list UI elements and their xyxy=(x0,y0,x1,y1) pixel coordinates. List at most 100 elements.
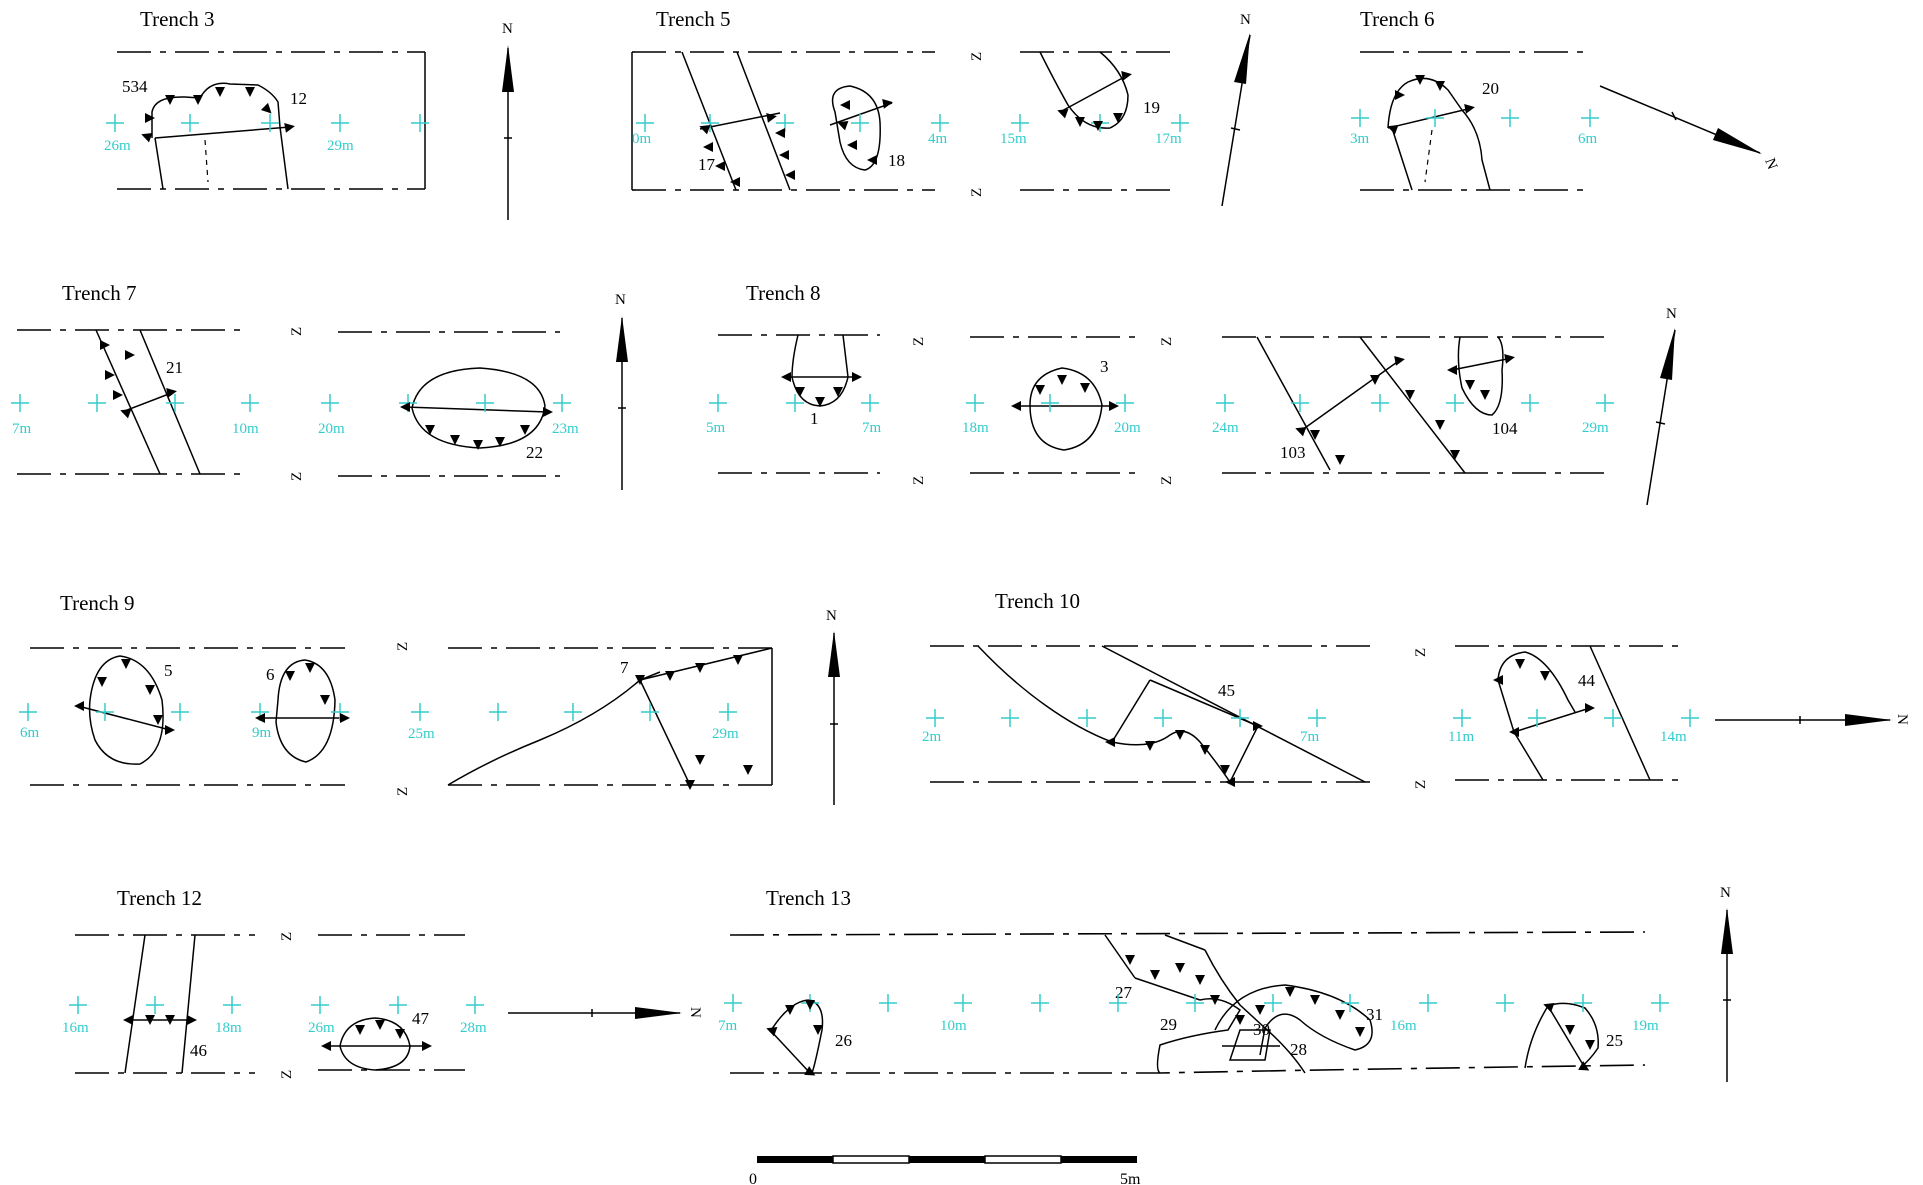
hachure-tick xyxy=(450,435,460,445)
break-mark: Z xyxy=(279,1070,295,1079)
trench-13-title: Trench 13 xyxy=(766,886,851,910)
hachure-tick xyxy=(1464,103,1475,114)
grid-label-16m: 16m xyxy=(1390,1018,1417,1034)
hachure-tick xyxy=(105,370,115,380)
hachure-tick xyxy=(1253,721,1263,731)
grid-label-7m: 7m xyxy=(718,1018,738,1034)
hachure-tick xyxy=(165,95,175,105)
scale-seg-2 xyxy=(832,1155,910,1164)
grid-label-18m: 18m xyxy=(962,420,989,436)
feature-1: 1 xyxy=(810,409,819,428)
feature-45: 45 xyxy=(1218,681,1235,700)
north-label: N xyxy=(502,21,513,37)
feature-534: 534 xyxy=(122,77,148,96)
hachure-tick xyxy=(97,677,107,687)
hachure-tick xyxy=(867,155,877,165)
hachure-tick xyxy=(1057,109,1069,119)
break-mark: Z xyxy=(289,472,305,481)
grid-label-7m: 7m xyxy=(12,421,32,437)
hachure-tick xyxy=(1450,450,1460,460)
hachure-tick xyxy=(320,695,330,705)
hachure-tick xyxy=(1310,995,1320,1005)
trench-5-title: Trench 5 xyxy=(656,7,730,31)
north-arrow-t10: N xyxy=(1715,714,1910,726)
feature-30: 30 xyxy=(1253,1020,1270,1039)
trench-5: Trench 5 17 18 0m 4m Z Z 19 15m 17m xyxy=(631,7,1182,197)
scale-end-label: 5m xyxy=(1120,1171,1141,1185)
hachure-tick xyxy=(1395,90,1405,100)
feature-20: 20 xyxy=(1482,79,1499,98)
hachure-tick xyxy=(715,161,725,171)
scale-seg-1 xyxy=(757,1156,833,1163)
grid-label-20m: 20m xyxy=(318,421,345,437)
hachure-tick xyxy=(187,1015,197,1025)
hachure-tick xyxy=(1105,737,1115,747)
hachure-tick xyxy=(1113,113,1123,123)
hachure-tick xyxy=(1578,1061,1590,1071)
north-label: N xyxy=(1761,156,1780,172)
hachure-tick xyxy=(375,1020,385,1030)
grid-label-18m: 18m xyxy=(215,1020,242,1036)
hachure-tick xyxy=(260,102,272,114)
hachure-tick xyxy=(766,112,777,123)
feature-12: 12 xyxy=(290,89,307,108)
hachure-tick xyxy=(1465,380,1475,390)
hachure-tick xyxy=(813,1025,823,1035)
trench-10-title: Trench 10 xyxy=(995,589,1080,613)
break-mark: Z xyxy=(1159,337,1175,346)
feature-44: 44 xyxy=(1578,671,1596,690)
hachure-tick xyxy=(785,1005,795,1015)
grid-label-11m: 11m xyxy=(1448,729,1474,745)
hachure-tick xyxy=(1355,1027,1365,1037)
trench-3: Trench 3 534 12 26m 29m xyxy=(104,7,426,190)
hachure-tick xyxy=(321,1041,331,1051)
north-arrow-t9: N xyxy=(826,608,840,805)
hachure-tick xyxy=(1109,401,1119,411)
trench-12-title: Trench 12 xyxy=(117,886,202,910)
feature-18: 18 xyxy=(888,151,905,170)
north-arrow-t3: N xyxy=(502,21,514,220)
break-mark: Z xyxy=(1159,476,1175,485)
grid-label-19m: 19m xyxy=(1632,1018,1659,1034)
hachure-tick xyxy=(153,715,163,725)
north-label: N xyxy=(1240,12,1251,28)
grid-label-10m: 10m xyxy=(232,421,259,437)
north-label: N xyxy=(615,292,626,308)
grid-label-6m: 6m xyxy=(20,725,40,741)
trench-9-title: Trench 9 xyxy=(60,591,134,615)
cut-hachures xyxy=(74,70,1595,1076)
hachure-tick xyxy=(1394,355,1405,366)
hachure-tick xyxy=(1210,995,1220,1005)
hachure-tick xyxy=(1387,125,1399,135)
grid-crosses xyxy=(11,109,1699,1014)
scale-start-label: 0 xyxy=(749,1171,757,1185)
trench-8-title: Trench 8 xyxy=(746,281,820,305)
north-label: N xyxy=(1894,714,1910,725)
feature-29: 29 xyxy=(1160,1015,1177,1034)
hachure-tick xyxy=(1415,75,1425,85)
hachure-tick xyxy=(1080,383,1090,393)
feature-21: 21 xyxy=(166,358,183,377)
hachure-tick xyxy=(1295,427,1307,437)
break-mark: Z xyxy=(395,642,411,651)
hachure-tick xyxy=(743,765,753,775)
hachure-tick xyxy=(1585,1040,1595,1050)
hachure-tick xyxy=(665,671,675,681)
grid-label-26m: 26m xyxy=(308,1020,335,1036)
hachure-tick xyxy=(340,713,350,723)
hachure-tick xyxy=(165,725,175,735)
grid-label-4m: 4m xyxy=(928,131,948,147)
trench-10: Trench 10 45 2m 7m Z Z 44 11m 14m xyxy=(922,589,1687,789)
grid-label-7m: 7m xyxy=(1300,729,1320,745)
grid-label-16m: 16m xyxy=(62,1020,89,1036)
hachure-tick xyxy=(833,387,843,397)
hachure-tick xyxy=(165,1015,175,1025)
hachure-tick xyxy=(125,350,135,360)
scale-seg-5 xyxy=(1061,1156,1137,1163)
hachure-tick xyxy=(852,372,862,382)
hachure-tick xyxy=(1435,81,1445,91)
hachure-tick xyxy=(1335,1010,1345,1020)
hachure-tick xyxy=(1335,455,1345,465)
north-arrow-t6: N xyxy=(1599,85,1780,172)
hachure-tick xyxy=(285,671,295,681)
